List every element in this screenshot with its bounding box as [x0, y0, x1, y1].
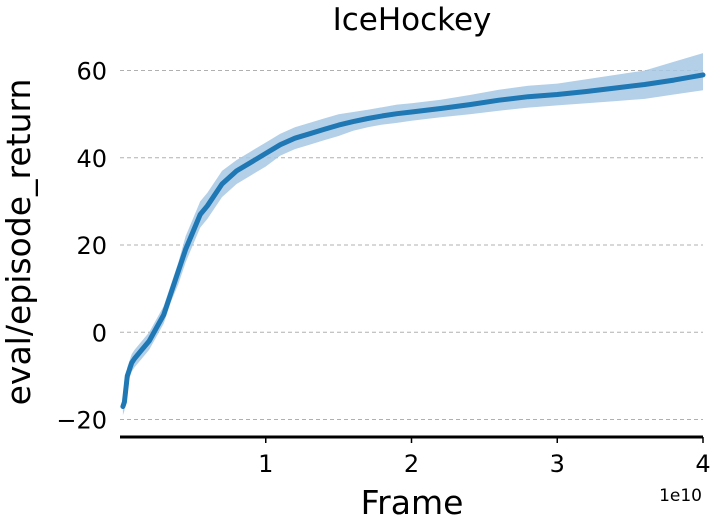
grid-lines — [120, 70, 703, 421]
y-tick-label: −20 — [56, 407, 107, 435]
x-axis-label: Frame — [361, 483, 464, 522]
y-ticks: −20 0 20 40 60 — [56, 58, 107, 435]
series-line — [120, 72, 706, 409]
x-tick-label: 1 — [258, 450, 273, 478]
y-tick-label: 60 — [76, 58, 107, 86]
y-tick-label: 40 — [76, 145, 107, 173]
x-axis-offset-label: 1e10 — [659, 486, 702, 506]
chart-title: IceHockey — [333, 2, 492, 38]
x-tick-label: 3 — [550, 450, 565, 478]
y-tick-label: 0 — [92, 319, 107, 347]
confidence-band — [122, 53, 703, 416]
y-tick-label: 20 — [76, 232, 107, 260]
x-tick-label: 4 — [695, 450, 710, 478]
x-tick-label: 2 — [404, 450, 419, 478]
y-axis-label: eval/episode_return — [0, 79, 38, 406]
x-ticks: 1 2 3 4 — [258, 437, 711, 478]
